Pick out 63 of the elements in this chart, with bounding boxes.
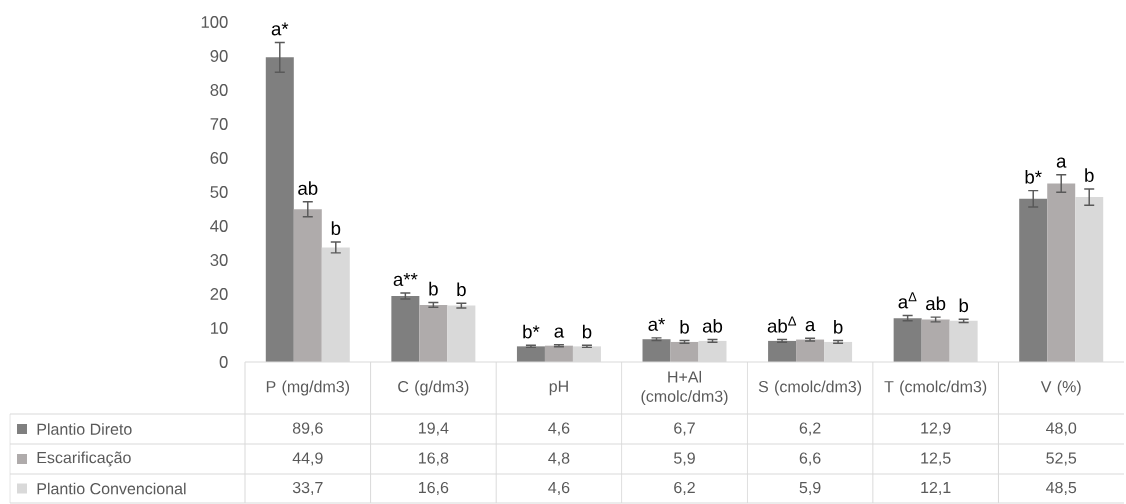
data-label: 12,9 bbox=[921, 422, 951, 436]
x-tick-label: V (%) bbox=[1040, 380, 1081, 396]
data-label: 16,6 bbox=[419, 481, 449, 496]
y-tick-label: 30 bbox=[210, 254, 228, 266]
annotation: b bbox=[834, 319, 843, 334]
data-label: 12,5 bbox=[921, 452, 951, 466]
data-label: 48,5 bbox=[1046, 481, 1077, 496]
data-label: 5,9 bbox=[674, 452, 695, 466]
annotation: a bbox=[554, 327, 565, 338]
legend-label: Escarificação bbox=[37, 451, 131, 467]
annotation: a bbox=[805, 321, 816, 332]
x-tick-label: H+Al (cmolc/dm3) bbox=[641, 370, 728, 406]
legend-label: Plantio Direto bbox=[37, 423, 132, 435]
annotation: b bbox=[959, 298, 969, 313]
annotation: a** bbox=[393, 273, 418, 287]
data-label: 4,6 bbox=[548, 422, 570, 436]
data-label: 52,5 bbox=[1046, 452, 1077, 466]
data-label: 12,1 bbox=[921, 481, 951, 496]
data-label: 4,6 bbox=[548, 481, 570, 496]
y-tick-label: 10 bbox=[211, 322, 228, 334]
annotation: b bbox=[331, 221, 341, 236]
data-label: 19,4 bbox=[419, 422, 449, 436]
x-tick-label: T (cmolc/dm3) bbox=[884, 380, 987, 396]
x-tick-label: P (mg/dm3) bbox=[266, 380, 350, 396]
annotation: a bbox=[1056, 157, 1067, 168]
y-tick-label: 90 bbox=[210, 50, 228, 62]
data-label: 89,6 bbox=[292, 422, 323, 436]
annotation: a* bbox=[271, 22, 289, 36]
annotation: b bbox=[457, 282, 466, 297]
annotation: b* bbox=[523, 324, 540, 339]
data-label: 16,8 bbox=[419, 452, 449, 466]
x-tick-label: pH bbox=[549, 380, 568, 396]
x-tick-label: C (g/dm3) bbox=[398, 380, 469, 396]
y-tick-label: 20 bbox=[210, 288, 228, 300]
data-label: 6,7 bbox=[674, 422, 695, 436]
data-label: 6,2 bbox=[799, 422, 821, 436]
data-label: 44,9 bbox=[292, 452, 323, 466]
annotation: ab bbox=[702, 318, 723, 333]
annotation: a* bbox=[648, 317, 666, 331]
data-label: 33,7 bbox=[292, 481, 323, 496]
annotation: a$^{Δ}$ bbox=[898, 292, 917, 309]
data-label: 6,6 bbox=[799, 452, 821, 466]
data-label: 4,8 bbox=[548, 452, 570, 466]
annotation: b bbox=[429, 281, 438, 296]
annotation: b bbox=[582, 324, 592, 339]
y-tick-label: 40 bbox=[210, 220, 228, 232]
y-tick-label: 100 bbox=[201, 16, 228, 28]
legend-label: Plantio Convencional bbox=[37, 482, 186, 495]
data-label: 6,2 bbox=[674, 481, 695, 496]
y-tick-label: 60 bbox=[210, 152, 228, 164]
data-label: 48,0 bbox=[1046, 422, 1077, 436]
annotation: ab bbox=[298, 181, 318, 195]
x-tick-label: S (cmolc/dm3) bbox=[758, 380, 862, 396]
annotation: b* bbox=[1025, 169, 1042, 184]
y-tick-label: 70 bbox=[210, 118, 228, 130]
data-label: 5,9 bbox=[799, 481, 821, 496]
y-tick-label: 80 bbox=[210, 84, 228, 96]
annotation: ab$^{Δ}$ bbox=[767, 316, 797, 333]
y-tick-label: 50 bbox=[210, 186, 228, 198]
annotation: ab bbox=[926, 296, 946, 311]
y-tick-label: 0 bbox=[219, 356, 228, 368]
annotation: b bbox=[1085, 168, 1094, 183]
annotation: b bbox=[680, 319, 689, 334]
